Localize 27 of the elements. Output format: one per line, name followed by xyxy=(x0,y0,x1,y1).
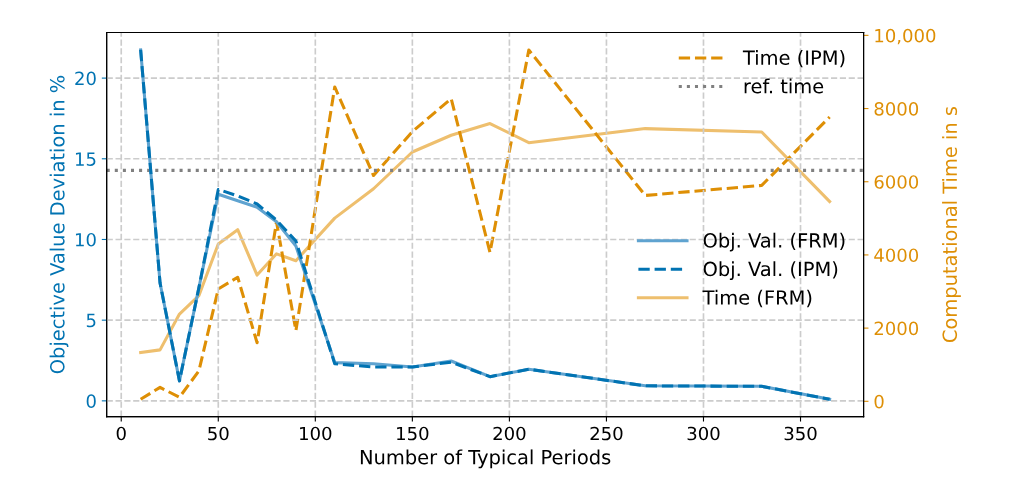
legend-label: Time (IPM) xyxy=(742,49,845,68)
x-tick-label: 300 xyxy=(687,426,720,441)
y2-axis-title: Computational Time in s xyxy=(942,106,961,343)
x-tick-label: 50 xyxy=(208,426,229,441)
y2-tick-label: 6000 xyxy=(874,175,919,189)
y-tick-label: 15 xyxy=(75,152,96,166)
y2-tick-label: 0 xyxy=(874,394,884,409)
legend-label: ref. time xyxy=(744,78,824,94)
x-tick-label: 0 xyxy=(116,426,126,441)
x-tick-label: 350 xyxy=(784,426,817,441)
y-axis-title: Objective Value Deviation in % xyxy=(49,75,69,374)
legend-label: Time (FRM) xyxy=(702,289,812,308)
legend-label: Obj. Val. (IPM) xyxy=(703,261,838,281)
y2-tick-label: 4000 xyxy=(874,248,919,263)
y2-tick-label: 2000 xyxy=(874,321,919,336)
x-tick-label: 200 xyxy=(493,426,526,441)
legend-label: Obj. Val. (FRM) xyxy=(703,232,845,252)
x-axis-title: Number of Typical Periods xyxy=(360,449,611,469)
x-tick-label: 250 xyxy=(590,426,623,441)
y-tick-label: 20 xyxy=(75,71,96,86)
y-tick-label: 5 xyxy=(86,313,96,328)
x-tick-label: 150 xyxy=(397,426,429,441)
y2-tick-label: 10,000 xyxy=(875,28,936,45)
x-tick-label: 100 xyxy=(300,426,332,441)
y2-tick-label: 8000 xyxy=(874,102,919,116)
y-tick-label: 0 xyxy=(86,394,96,408)
y-tick-label: 10 xyxy=(75,232,96,247)
